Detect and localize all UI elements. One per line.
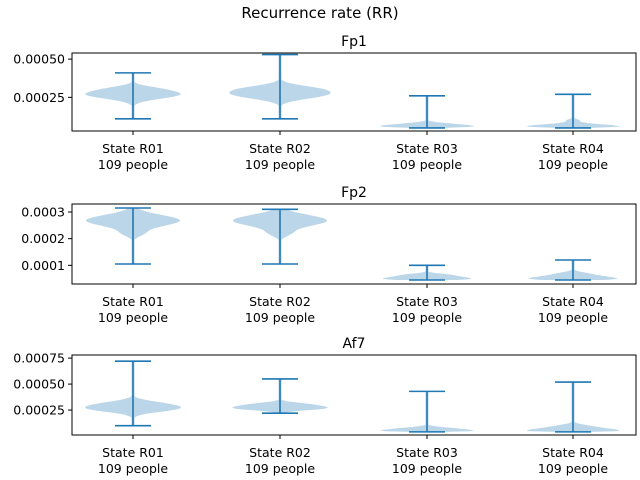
- x-tick-label: 109 people: [392, 157, 463, 172]
- x-tick-label: State R01: [102, 294, 164, 309]
- y-tick-label: 0.00050: [13, 377, 65, 392]
- x-tick-label: 109 people: [538, 157, 609, 172]
- x-tick-label: State R03: [396, 141, 458, 156]
- x-tick-label: 109 people: [538, 461, 609, 476]
- panel-title: Af7: [343, 336, 366, 352]
- x-tick-label: State R01: [102, 141, 164, 156]
- x-tick-label: 109 people: [98, 310, 169, 325]
- x-tick-label: 109 people: [245, 157, 316, 172]
- x-tick-label: State R02: [249, 445, 311, 460]
- x-tick-label: 109 people: [98, 461, 169, 476]
- x-tick-label: 109 people: [245, 310, 316, 325]
- x-tick-label: State R04: [542, 141, 604, 156]
- x-tick-label: State R01: [102, 445, 164, 460]
- plot-frame: [71, 354, 637, 436]
- y-tick-label: 0.00075: [13, 351, 65, 366]
- plot-frame: [71, 52, 637, 132]
- plot-frame: [71, 203, 637, 285]
- x-tick-label: State R02: [249, 141, 311, 156]
- x-tick-label: State R02: [249, 294, 311, 309]
- panel-title: Fp2: [341, 185, 367, 201]
- panel-title: Fp1: [341, 34, 367, 50]
- y-tick-label: 0.0001: [21, 258, 65, 273]
- x-tick-label: State R04: [542, 294, 604, 309]
- x-tick-label: 109 people: [538, 310, 609, 325]
- x-tick-label: 109 people: [392, 310, 463, 325]
- y-tick-label: 0.0002: [21, 231, 65, 246]
- x-tick-label: 109 people: [98, 157, 169, 172]
- x-tick-label: 109 people: [392, 461, 463, 476]
- y-tick-label: 0.00050: [13, 52, 65, 67]
- y-tick-label: 0.00025: [13, 403, 65, 418]
- y-tick-label: 0.0003: [21, 205, 65, 220]
- x-tick-label: State R03: [396, 294, 458, 309]
- x-tick-label: State R04: [542, 445, 604, 460]
- x-tick-label: 109 people: [245, 461, 316, 476]
- figure-title: Recurrence rate (RR): [241, 4, 398, 22]
- x-tick-label: State R03: [396, 445, 458, 460]
- y-tick-label: 0.00025: [13, 90, 65, 105]
